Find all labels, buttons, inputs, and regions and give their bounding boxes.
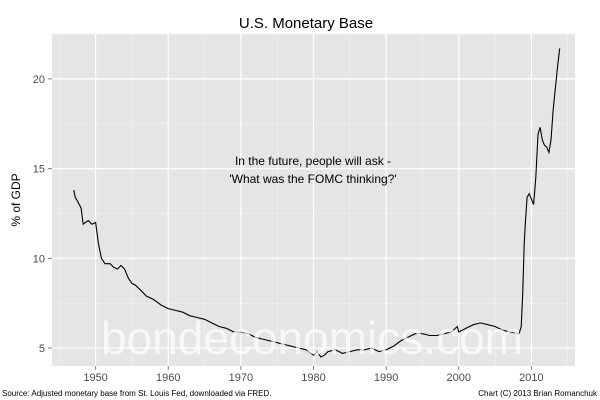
x-tick-label: 2000: [447, 372, 471, 384]
annotation-line-2: 'What was the FOMC thinking?': [229, 172, 396, 186]
grid-major: [52, 34, 575, 366]
annotation-line-1: In the future, people will ask -: [235, 154, 391, 168]
y-tick-label: 15: [33, 164, 45, 176]
x-tick-label: 1950: [83, 372, 107, 384]
y-axis-label: % of GDP: [9, 173, 23, 226]
x-tick-label: 1980: [301, 372, 325, 384]
chart-title: U.S. Monetary Base: [239, 15, 373, 32]
watermark: bondeconomics.com: [101, 312, 523, 364]
axis-ticks: [48, 78, 532, 370]
series-line: [73, 48, 561, 358]
axis-tick-labels: 1950 1960 1970 1980 1990 2000 2010 5 10 15 20: [33, 74, 544, 384]
x-tick-label: 1970: [229, 372, 253, 384]
x-tick-label: 1960: [156, 372, 180, 384]
y-tick-label: 20: [33, 74, 45, 86]
x-tick-label: 1990: [374, 372, 398, 384]
source-note: Source: Adjusted monetary base from St. …: [2, 389, 271, 398]
y-tick-label: 5: [39, 343, 45, 355]
y-tick-label: 10: [33, 253, 45, 265]
x-tick-label: 2010: [519, 372, 543, 384]
credit-note: Chart (C) 2013 Brian Romanchuk: [478, 389, 598, 398]
